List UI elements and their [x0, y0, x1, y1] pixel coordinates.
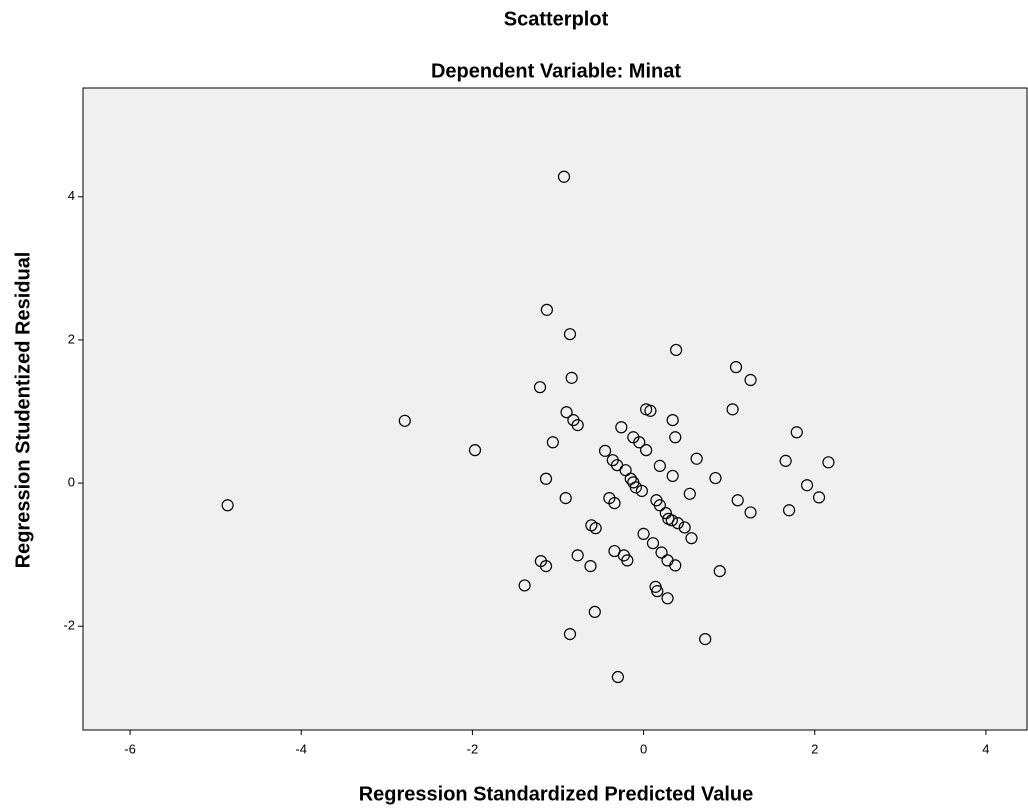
x-tick-label: 4 [982, 741, 989, 756]
y-tick-label: 4 [68, 188, 75, 203]
x-tick-label: 0 [640, 741, 647, 756]
y-axis-title: Regression Studentized Residual [12, 252, 34, 569]
chart-subtitle: Dependent Variable: Minat [431, 60, 681, 82]
x-tick-label: -6 [124, 741, 136, 756]
x-tick-label: 2 [811, 741, 818, 756]
y-tick-label: 2 [68, 331, 75, 346]
chart: Scatterplot Dependent Variable: Minat Re… [0, 0, 1028, 812]
x-tick-label: -4 [295, 741, 307, 756]
plot-area [83, 88, 1027, 730]
y-tick-label: 0 [68, 475, 75, 490]
x-axis-title: Regression Standardized Predicted Value [359, 783, 754, 805]
y-tick-label: -2 [63, 618, 75, 633]
x-tick-label: -2 [467, 741, 479, 756]
chart-title: Scatterplot [504, 8, 609, 30]
